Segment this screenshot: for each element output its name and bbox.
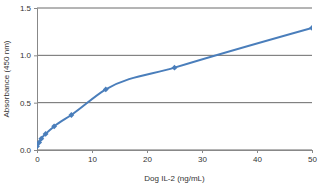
- y-tick-label: 1.0: [20, 51, 32, 60]
- data-point: [68, 112, 74, 118]
- grid-line: [37, 8, 312, 9]
- x-tick-label: 0: [35, 155, 40, 164]
- x-tick-label: 30: [198, 155, 207, 164]
- y-tick-label: 1.5: [20, 4, 32, 13]
- chart: 0 10 20 30 40 50 0.0 0.5 1.0 1.5 Dog IL-2 (ng/mL) A…: [0, 0, 325, 187]
- x-tick-mark: [202, 150, 203, 153]
- y-tick: 1.5: [20, 4, 37, 13]
- grid-line: [37, 102, 312, 103]
- y-tick: 0.0: [20, 146, 37, 155]
- y-tick: 1.0: [20, 51, 37, 60]
- x-tick-label: 10: [88, 155, 97, 164]
- plot: 0 10 20 30 40 50 0.0 0.5 1.0 1.5: [20, 4, 318, 164]
- x-axis-line: [38, 151, 313, 154]
- x-tick: 10: [88, 150, 97, 164]
- data-point: [43, 131, 49, 137]
- data-point: [309, 25, 312, 31]
- x-tick-label: 40: [253, 155, 262, 164]
- grid-line: [37, 55, 312, 56]
- y-axis: 0.0 0.5 1.0 1.5: [20, 4, 38, 155]
- y-tick-mark: [34, 8, 37, 9]
- y-tick-mark: [34, 55, 37, 56]
- data-point: [51, 123, 57, 129]
- x-tick-mark: [312, 150, 313, 153]
- grid: [37, 8, 312, 150]
- data-point: [38, 136, 44, 142]
- data-line: [37, 28, 312, 146]
- x-tick-label: 50: [308, 155, 317, 164]
- data-point: [172, 65, 178, 71]
- y-tick-label: 0.0: [20, 146, 32, 155]
- series: [37, 25, 312, 149]
- y-tick-mark: [34, 103, 37, 104]
- y-tick: 0.5: [20, 99, 37, 108]
- y-axis-line: [34, 9, 38, 151]
- x-tick: 40: [253, 150, 262, 164]
- y-axis-title: Absorbance (450 nm): [2, 40, 11, 117]
- y-tick-label: 0.5: [20, 99, 32, 108]
- x-tick: 20: [143, 150, 152, 164]
- x-tick: 50: [308, 150, 317, 164]
- x-tick-label: 20: [143, 155, 152, 164]
- x-tick: 0: [35, 150, 40, 164]
- x-tick-mark: [92, 150, 93, 153]
- x-tick-mark: [257, 150, 258, 153]
- x-tick: 30: [198, 150, 207, 164]
- x-axis-title: Dog IL-2 (ng/mL): [144, 174, 205, 183]
- x-tick-mark: [147, 150, 148, 153]
- data-point: [103, 86, 109, 92]
- y-tick-mark: [34, 150, 37, 151]
- x-axis: 0 10 20 30 40 50: [35, 150, 317, 164]
